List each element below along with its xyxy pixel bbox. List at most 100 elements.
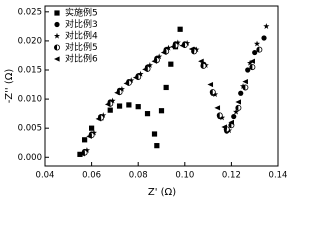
marker-half xyxy=(249,64,253,70)
marker xyxy=(247,59,254,66)
marker xyxy=(100,112,107,118)
marker-half xyxy=(54,44,57,51)
marker-half xyxy=(217,112,220,118)
legend-marker xyxy=(54,10,60,16)
marker-half xyxy=(210,89,213,95)
marker xyxy=(235,99,241,105)
marker xyxy=(158,108,165,114)
marker xyxy=(256,46,263,53)
y-tick-label: 0.010 xyxy=(18,95,42,105)
plot-frame xyxy=(44,5,279,167)
marker xyxy=(86,133,92,139)
legend-marker xyxy=(54,44,61,51)
marker xyxy=(168,61,174,67)
marker xyxy=(135,104,141,110)
marker xyxy=(83,147,90,153)
marker xyxy=(90,129,97,136)
legend-label: 对比例4 xyxy=(65,30,98,42)
y-tick-label: 0.015 xyxy=(18,66,42,76)
marker xyxy=(146,62,153,68)
marker xyxy=(207,81,214,88)
marker xyxy=(249,58,255,64)
legend-label: 实施例5 xyxy=(65,7,98,19)
legend-label: 对比例6 xyxy=(65,53,98,65)
marker xyxy=(238,90,244,96)
marker xyxy=(116,103,123,109)
marker xyxy=(107,107,113,113)
marker xyxy=(209,89,216,96)
marker xyxy=(177,26,183,32)
marker-half xyxy=(200,63,204,69)
y-tick-label: 0.005 xyxy=(18,124,42,134)
marker xyxy=(184,40,191,46)
marker xyxy=(200,62,207,69)
y-tick-label: 0.020 xyxy=(18,36,42,46)
marker xyxy=(219,114,226,121)
marker xyxy=(126,102,132,108)
x-tick-label: 0.12 xyxy=(222,171,241,181)
marker xyxy=(163,84,169,91)
marker xyxy=(165,44,172,51)
marker xyxy=(235,104,242,111)
marker xyxy=(142,66,148,73)
marker xyxy=(151,58,158,64)
marker xyxy=(228,119,234,125)
marker xyxy=(137,70,144,77)
legend-label: 对比例5 xyxy=(65,41,98,53)
x-tick-label: 0.06 xyxy=(82,171,101,181)
marker xyxy=(242,84,249,91)
marker-half xyxy=(228,122,232,128)
marker xyxy=(214,105,221,111)
x-tick-label: 0.04 xyxy=(36,171,55,181)
marker xyxy=(82,137,88,143)
x-tick-label: 0.14 xyxy=(269,171,288,181)
marker xyxy=(212,91,219,98)
y-axis-label: -Z'' (Ω) xyxy=(4,69,15,104)
marker xyxy=(198,58,204,64)
marker xyxy=(174,39,181,46)
marker xyxy=(89,125,95,131)
marker xyxy=(79,151,85,157)
marker xyxy=(114,90,120,96)
chart: Z' (Ω) -Z'' (Ω) 0.04 0.06 0.08 0.10 0.12 0.14… xyxy=(4,5,288,198)
marker xyxy=(253,40,261,47)
x-axis-label: Z' (Ω) xyxy=(148,187,176,198)
marker xyxy=(95,116,102,122)
marker xyxy=(245,67,251,73)
marker xyxy=(252,49,258,56)
marker xyxy=(193,46,200,53)
x-tick-label: 0.08 xyxy=(129,171,148,181)
y-tick-label: 0.025 xyxy=(18,7,42,17)
marker-half xyxy=(256,47,260,53)
legend-marker xyxy=(54,56,60,62)
marker xyxy=(156,53,163,60)
marker xyxy=(231,113,237,120)
marker-half xyxy=(242,84,246,91)
marker xyxy=(144,111,151,117)
marker xyxy=(154,143,160,149)
marker xyxy=(109,97,116,104)
marker xyxy=(132,74,139,81)
marker xyxy=(77,151,83,157)
legend-label: 对比例3 xyxy=(65,18,98,30)
marker xyxy=(221,124,228,130)
marker xyxy=(188,46,195,52)
marker xyxy=(249,64,256,71)
x-tick-label: 0.10 xyxy=(175,171,194,181)
legend-marker xyxy=(54,21,60,28)
marker xyxy=(233,108,240,115)
y-tick-label: 0.000 xyxy=(18,153,42,163)
marker xyxy=(263,23,270,29)
marker xyxy=(261,35,267,41)
marker xyxy=(104,101,111,107)
marker-half xyxy=(235,105,239,111)
marker xyxy=(118,86,125,92)
legend-marker xyxy=(53,32,61,39)
marker xyxy=(160,49,167,56)
marker xyxy=(170,44,176,50)
marker xyxy=(179,42,186,49)
marker xyxy=(128,77,135,84)
marker xyxy=(151,131,158,137)
marker xyxy=(242,79,248,85)
marker xyxy=(123,80,130,86)
